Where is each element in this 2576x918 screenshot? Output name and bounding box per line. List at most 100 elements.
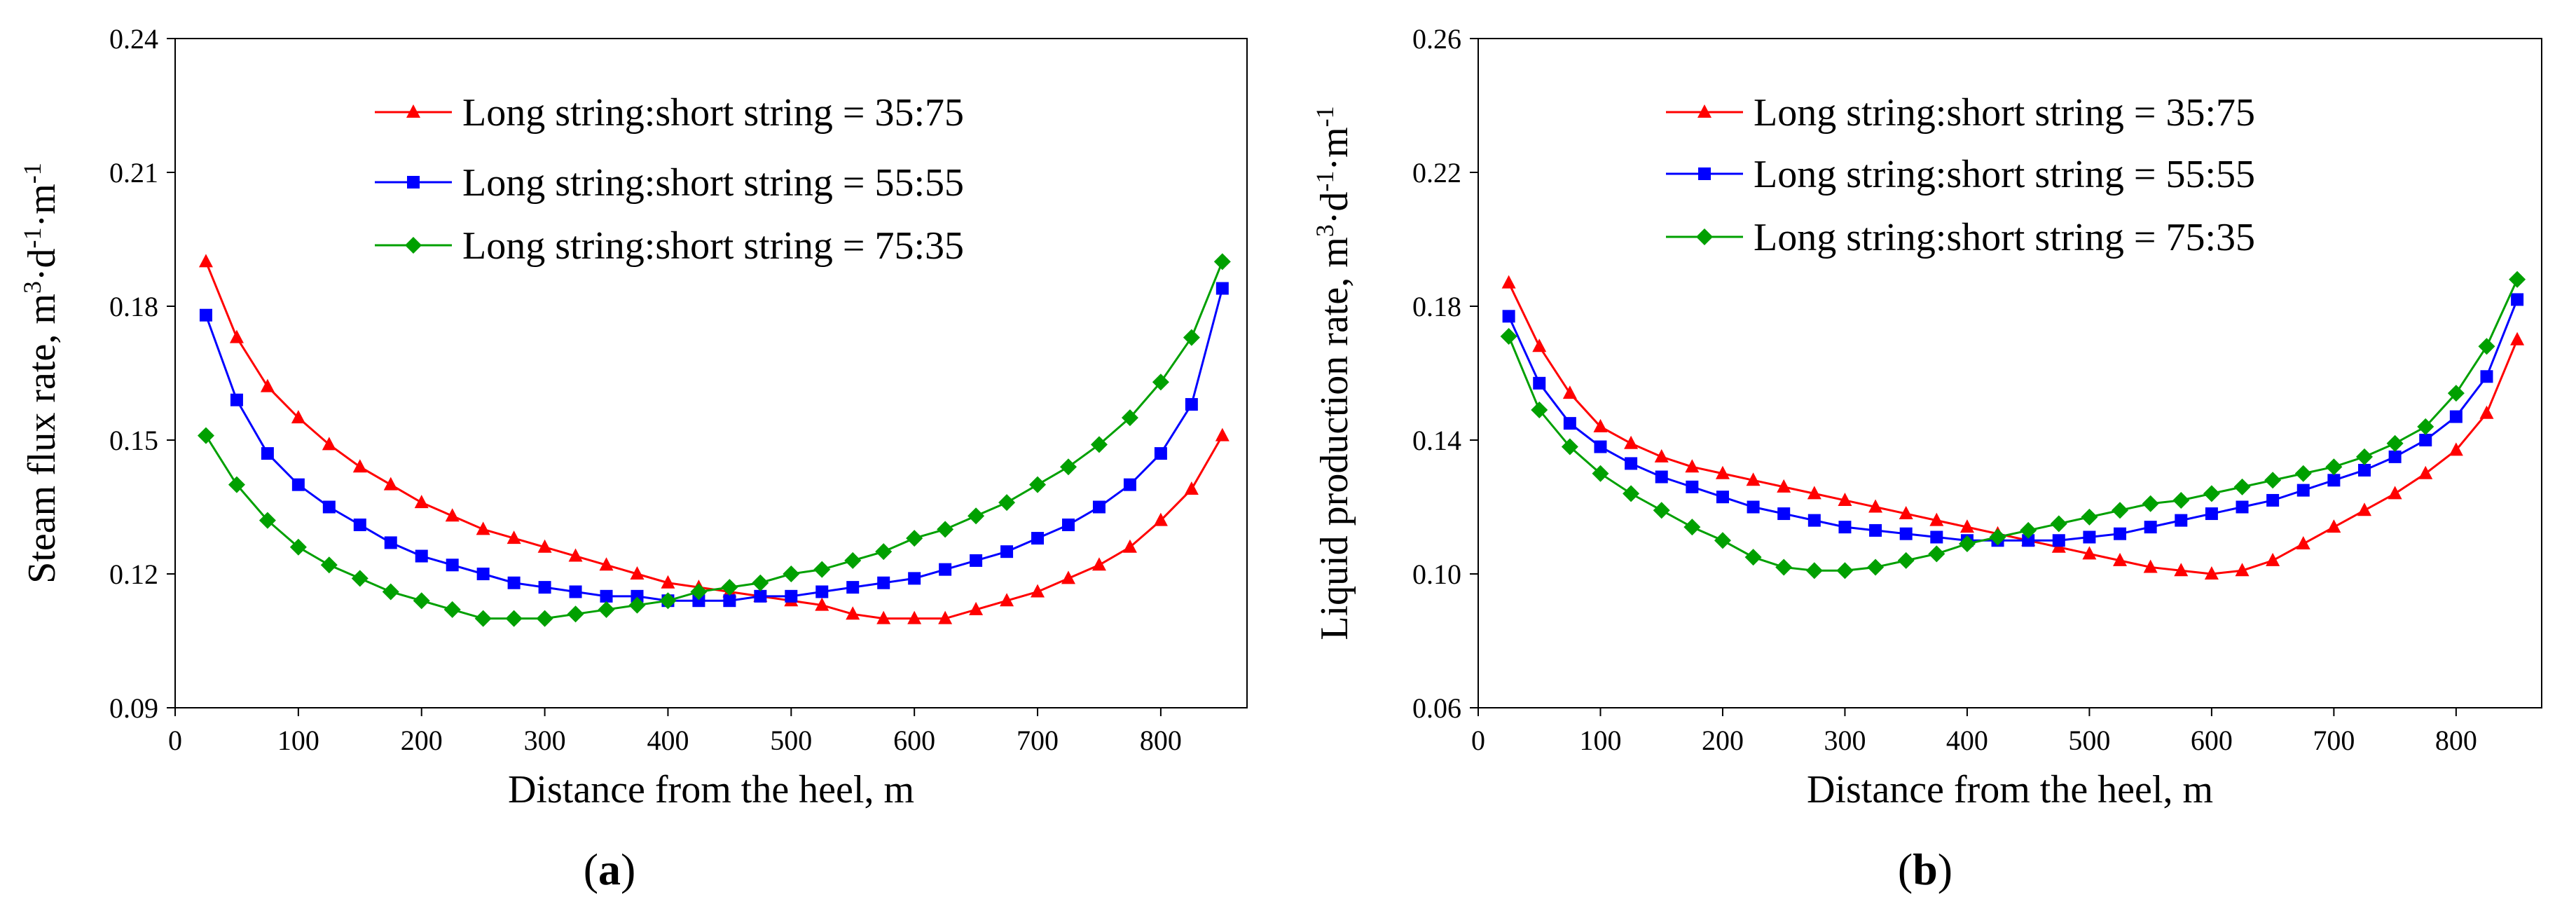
y-tick-label: 0.15 xyxy=(109,425,158,456)
data-point xyxy=(1121,409,1138,427)
data-point xyxy=(1563,417,1576,430)
data-point xyxy=(1685,459,1700,473)
data-point xyxy=(2357,502,2371,516)
data-point xyxy=(2113,552,2128,566)
legend-item: Long string:short string = 55:55 xyxy=(1666,153,2255,196)
data-point xyxy=(1500,327,1517,345)
data-point xyxy=(2388,450,2402,463)
data-point xyxy=(2083,530,2096,544)
data-point xyxy=(1747,500,1760,514)
data-point xyxy=(1746,472,1761,486)
data-point xyxy=(2143,559,2158,573)
data-point xyxy=(1959,519,1974,533)
x-tick-label: 500 xyxy=(2068,725,2110,756)
legend-marker xyxy=(407,176,420,189)
data-point xyxy=(1838,492,1852,506)
data-point xyxy=(1062,518,1075,531)
data-point xyxy=(2205,507,2218,521)
y-tick-label: 0.18 xyxy=(109,291,158,322)
data-point xyxy=(320,556,338,574)
y-tick-label: 0.21 xyxy=(109,157,158,189)
data-point xyxy=(2022,534,2035,547)
data-point xyxy=(382,583,399,601)
data-point xyxy=(1533,376,1546,390)
data-point xyxy=(476,568,490,580)
data-point xyxy=(1029,476,1047,493)
data-point xyxy=(1654,448,1669,463)
data-point xyxy=(1714,532,1731,549)
data-point xyxy=(1838,521,1852,534)
data-point xyxy=(2419,434,2432,446)
data-point xyxy=(536,610,553,627)
data-point xyxy=(1868,499,1883,513)
data-point xyxy=(815,585,829,598)
data-point xyxy=(291,410,305,424)
data-point xyxy=(969,601,984,615)
data-point xyxy=(659,592,677,610)
data-point xyxy=(1152,374,1169,391)
legend-item: Long string:short string = 55:55 xyxy=(375,161,964,205)
data-point xyxy=(1532,338,1547,352)
data-point xyxy=(1060,458,1077,476)
data-point xyxy=(1123,478,1136,491)
data-point xyxy=(877,576,890,589)
data-point xyxy=(967,507,985,525)
data-point xyxy=(383,477,398,491)
data-point xyxy=(599,557,614,571)
data-point xyxy=(1594,440,1607,453)
data-point xyxy=(2114,527,2127,540)
legend-marker xyxy=(406,104,420,118)
data-point xyxy=(1777,507,1791,521)
data-point xyxy=(352,459,367,473)
data-point xyxy=(2174,563,2189,577)
data-point xyxy=(2082,546,2097,560)
x-tick-label: 500 xyxy=(770,725,812,756)
data-point xyxy=(384,536,397,549)
y-tick-label: 0.09 xyxy=(109,692,158,724)
legend-item: Long string:short string = 75:35 xyxy=(375,224,964,268)
y-tick-label: 0.26 xyxy=(1412,23,1461,55)
data-point xyxy=(1869,523,1882,537)
data-point xyxy=(1805,562,1823,580)
data-point xyxy=(1930,530,1943,544)
series-3 xyxy=(1500,270,2526,580)
data-point xyxy=(783,566,800,582)
data-point xyxy=(690,583,708,601)
data-point xyxy=(446,559,459,572)
data-point xyxy=(1807,514,1821,527)
data-point xyxy=(2479,405,2494,419)
data-point xyxy=(2264,472,2282,489)
legend-marker xyxy=(405,237,422,254)
data-point xyxy=(507,576,521,589)
data-point xyxy=(661,575,675,589)
panel-label: (a) xyxy=(584,844,636,894)
data-point xyxy=(261,447,274,460)
data-point xyxy=(844,552,862,569)
data-point xyxy=(1562,385,1577,399)
y-axis-title: Liquid production rate, m3·d-1·m-1 xyxy=(1311,106,1356,640)
data-point xyxy=(752,574,769,591)
data-point xyxy=(505,610,523,627)
data-point xyxy=(229,329,244,343)
legend-label: Long string:short string = 75:35 xyxy=(462,224,964,268)
legend-item: Long string:short string = 35:75 xyxy=(1666,91,2255,135)
data-point xyxy=(598,601,615,618)
x-tick-label: 300 xyxy=(524,725,566,756)
y-tick-label: 0.24 xyxy=(109,23,158,55)
data-point xyxy=(1899,527,1913,540)
data-point xyxy=(998,494,1016,512)
data-point xyxy=(1215,282,1229,295)
x-tick-label: 200 xyxy=(1702,725,1744,756)
data-point xyxy=(1091,557,1106,571)
data-point xyxy=(413,592,430,610)
series-3 xyxy=(197,253,1231,627)
data-point xyxy=(939,563,952,576)
data-point xyxy=(631,589,644,603)
data-point xyxy=(846,606,860,620)
x-tick-label: 700 xyxy=(2313,725,2355,756)
data-point xyxy=(2511,293,2524,306)
data-point xyxy=(2447,385,2465,402)
data-point xyxy=(2327,519,2341,533)
data-point xyxy=(1122,539,1137,553)
data-point xyxy=(1686,480,1699,493)
